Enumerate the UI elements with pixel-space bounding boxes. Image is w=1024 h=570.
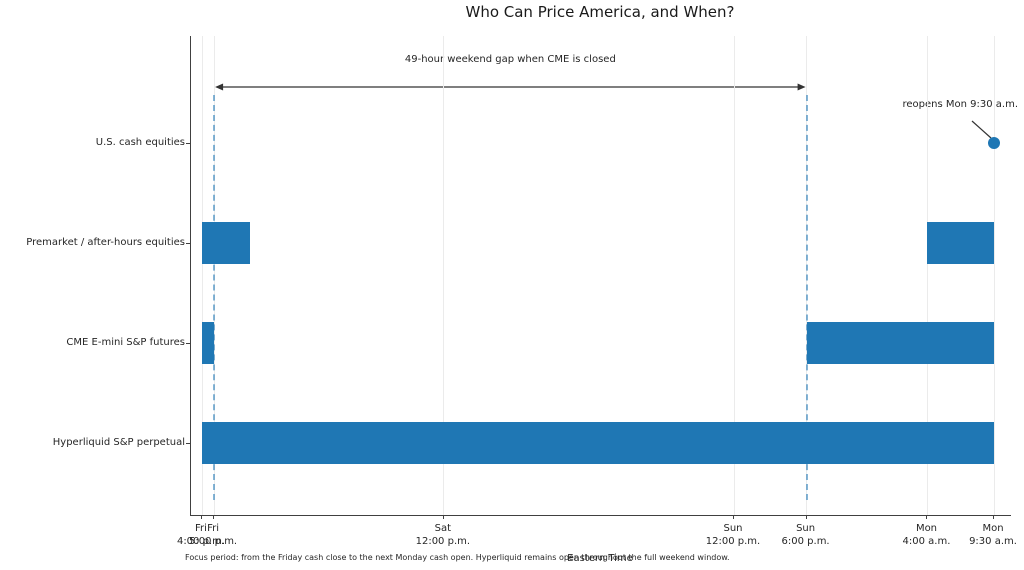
x-tick-day: Fri bbox=[195, 523, 207, 534]
gap-annotation-label: 49-hour weekend gap when CME is closed bbox=[404, 54, 616, 65]
y-tick-mark bbox=[186, 242, 190, 244]
bar-segment bbox=[927, 221, 994, 264]
x-tick-day: Mon bbox=[915, 523, 938, 534]
x-tick-mark bbox=[213, 515, 215, 519]
bar-segment bbox=[202, 321, 215, 364]
x-gridline bbox=[201, 36, 203, 515]
x-tick-time: 5:00 p.m. bbox=[189, 536, 238, 547]
x-tick-mark bbox=[201, 515, 202, 519]
reopen-annotation-label: reopens Mon 9:30 a.m. bbox=[902, 99, 1018, 110]
x-tick-time: 12:00 p.m. bbox=[415, 536, 471, 547]
gap-arrow bbox=[215, 83, 806, 91]
x-gridline bbox=[993, 36, 995, 515]
x-tick-day: Sun bbox=[796, 523, 816, 534]
x-gridline bbox=[926, 36, 928, 515]
x-tick-mark bbox=[442, 515, 444, 519]
x-tick-time: 9:30 a.m. bbox=[969, 536, 1017, 547]
x-tick-time: 6:00 p.m. bbox=[781, 536, 830, 547]
y-tick-mark bbox=[186, 142, 190, 144]
x-tick-label: Mon 4:00 a.m. bbox=[866, 522, 986, 548]
annotation-overlay bbox=[215, 83, 992, 139]
x-tick-mark bbox=[733, 515, 735, 519]
x-tick-mark bbox=[805, 515, 807, 519]
x-tick-label: Fri 5:00 p.m. bbox=[153, 522, 273, 548]
reopen-pointer-line bbox=[971, 120, 992, 139]
plot-area: 49-hour weekend gap when CME is closed r… bbox=[190, 36, 1018, 516]
x-tick-time: 4:00 a.m. bbox=[902, 536, 951, 547]
x-tick-label: Sat 12:00 p.m. bbox=[383, 522, 503, 548]
x-tick-day: Sun bbox=[723, 523, 743, 534]
chart-title: Who Can Price America, and When? bbox=[465, 3, 735, 21]
x-axis-title: Eastern Time bbox=[567, 553, 633, 564]
x-tick-mark bbox=[993, 515, 994, 519]
bar-segment bbox=[202, 421, 994, 464]
x-tick-label: Fri 4:00 p.m. bbox=[141, 522, 261, 548]
footnote: Focus period: from the Friday cash close… bbox=[185, 553, 730, 562]
reopen-marker-dot bbox=[988, 136, 1000, 149]
x-tick-label: Sun 6:00 p.m. bbox=[746, 522, 866, 548]
x-tick-time: 4:00 p.m. bbox=[176, 536, 226, 547]
x-gridline bbox=[443, 36, 445, 515]
x-tick-day: Mon bbox=[982, 523, 1004, 534]
y-axis-category-label: Hyperliquid S&P perpetual bbox=[52, 436, 185, 448]
y-tick-mark bbox=[186, 442, 190, 444]
y-tick-mark bbox=[186, 342, 190, 344]
cme-boundary-dashed-line bbox=[213, 95, 216, 500]
y-axis-category-label: Premarket / after-hours equities bbox=[26, 236, 185, 248]
x-gridline bbox=[733, 36, 735, 515]
y-axis-category-label: U.S. cash equities bbox=[95, 136, 185, 148]
x-tick-label: Sun 12:00 p.m. bbox=[673, 522, 793, 548]
y-axis-category-label: CME E-mini S&P futures bbox=[66, 336, 185, 348]
x-tick-label: Mon 9:30 a.m. bbox=[933, 522, 1024, 548]
bar-segment bbox=[202, 221, 251, 264]
x-tick-mark bbox=[926, 515, 928, 519]
x-tick-time: 12:00 p.m. bbox=[705, 536, 761, 547]
bar-segment bbox=[806, 321, 994, 364]
x-tick-day: Sat bbox=[434, 523, 452, 534]
cme-boundary-dashed-line bbox=[805, 95, 808, 500]
x-tick-day: Fri bbox=[207, 523, 220, 534]
